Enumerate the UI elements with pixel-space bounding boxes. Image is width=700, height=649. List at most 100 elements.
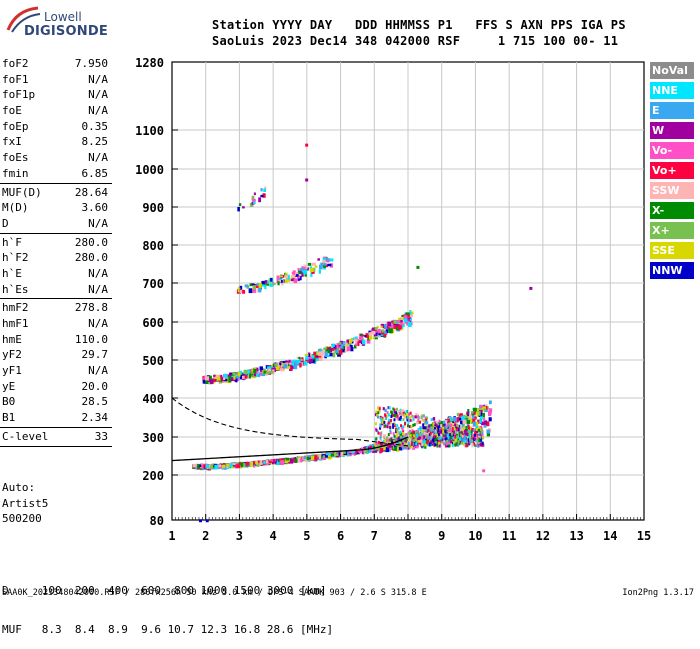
echo-point xyxy=(448,428,451,432)
echo-point xyxy=(380,325,383,329)
echo-point xyxy=(323,455,328,458)
echo-point xyxy=(483,408,487,412)
echo-point xyxy=(393,410,396,414)
echo-point xyxy=(256,283,261,286)
echo-point xyxy=(477,419,480,424)
echo-point xyxy=(228,375,232,379)
echo-point xyxy=(292,276,296,281)
echo-point xyxy=(422,439,425,443)
echo-point xyxy=(267,368,272,372)
echo-point xyxy=(313,354,318,358)
echo-point xyxy=(463,438,466,442)
echo-point xyxy=(471,444,474,448)
echo-point xyxy=(451,427,454,431)
echo-point xyxy=(293,278,298,284)
param-value: 3.60 xyxy=(81,201,109,215)
echo-point xyxy=(440,420,443,424)
echo-point xyxy=(325,349,328,353)
echo-point xyxy=(255,284,259,289)
echo-point xyxy=(445,419,448,424)
echo-point xyxy=(223,377,226,381)
param-row: h`F 280.0 xyxy=(0,235,112,251)
echo-point xyxy=(251,195,255,201)
echo-point xyxy=(232,372,236,376)
param-row: h`E N/A xyxy=(0,266,112,282)
echo-point xyxy=(304,266,309,272)
echo-point xyxy=(440,426,443,430)
echo-point xyxy=(400,432,403,436)
echo-point xyxy=(229,372,233,376)
param-name: foF2 xyxy=(2,57,29,70)
echo-point xyxy=(318,454,322,460)
echo-point xyxy=(332,352,336,358)
echo-point xyxy=(473,428,476,432)
echo-point xyxy=(398,324,402,330)
echo-point xyxy=(457,431,460,435)
echo-point xyxy=(484,404,488,408)
echo-point xyxy=(253,461,258,465)
x-tick-label: 4 xyxy=(270,529,277,543)
echo-point xyxy=(434,441,437,445)
echo-point xyxy=(218,464,222,467)
echo-point xyxy=(320,351,324,356)
echo-point xyxy=(434,443,437,447)
param-value: 8.25 xyxy=(81,135,109,149)
echo-point xyxy=(326,347,330,351)
echo-point xyxy=(364,449,368,454)
ionogram-plot[interactable]: 1 2 3 4 5 6 7 8 9 10 11 12 13 14 158020030040050060070… xyxy=(0,0,700,600)
echo-point xyxy=(238,203,242,206)
echo-point xyxy=(238,372,241,377)
echo-point xyxy=(471,442,474,446)
echo-point xyxy=(424,420,427,424)
echo-point xyxy=(379,426,382,430)
param-value: 2.34 xyxy=(81,411,109,425)
echo-point xyxy=(427,436,430,440)
param-row: C-level 33 xyxy=(0,429,112,445)
echo-point xyxy=(233,464,236,467)
echo-point xyxy=(437,428,440,432)
echo-point xyxy=(304,456,308,462)
echo-point xyxy=(249,202,254,207)
echo-point xyxy=(438,439,441,443)
echo-point xyxy=(408,444,411,448)
echo-point xyxy=(258,287,262,293)
echo-point xyxy=(240,462,244,468)
echo-point xyxy=(452,436,455,440)
echo-point xyxy=(366,339,371,344)
echo-point xyxy=(390,411,393,415)
param-value: 7.950 xyxy=(74,57,108,70)
echo-point xyxy=(382,446,386,451)
echo-point xyxy=(383,420,386,424)
echo-point xyxy=(392,425,395,429)
echo-point xyxy=(476,436,479,440)
echo-point xyxy=(475,428,478,432)
echo-point xyxy=(400,320,403,324)
legend-item-x: X+ xyxy=(650,222,694,239)
echo-point xyxy=(235,377,238,383)
echo-point xyxy=(205,519,209,523)
echo-point xyxy=(272,363,275,366)
echo-point xyxy=(272,459,276,462)
echo-point xyxy=(389,438,392,442)
echo-point xyxy=(411,439,416,445)
echo-point xyxy=(476,444,479,448)
echo-point xyxy=(397,437,400,441)
echo-point xyxy=(399,415,402,419)
echo-point xyxy=(442,430,445,434)
echo-point xyxy=(435,441,438,445)
echo-point xyxy=(276,279,280,284)
echo-point xyxy=(318,269,321,274)
echo-point xyxy=(464,439,467,443)
echo-point xyxy=(223,373,228,379)
echo-point xyxy=(459,433,462,437)
echo-point xyxy=(446,424,449,428)
echo-point xyxy=(377,328,381,334)
echo-point xyxy=(451,444,454,448)
echo-point xyxy=(386,423,389,427)
echo-point xyxy=(237,206,240,212)
param-name: foF1p xyxy=(2,88,36,102)
echo-point xyxy=(457,440,460,444)
echo-point xyxy=(420,432,423,437)
echo-point xyxy=(406,418,409,422)
echo-point xyxy=(468,441,471,445)
